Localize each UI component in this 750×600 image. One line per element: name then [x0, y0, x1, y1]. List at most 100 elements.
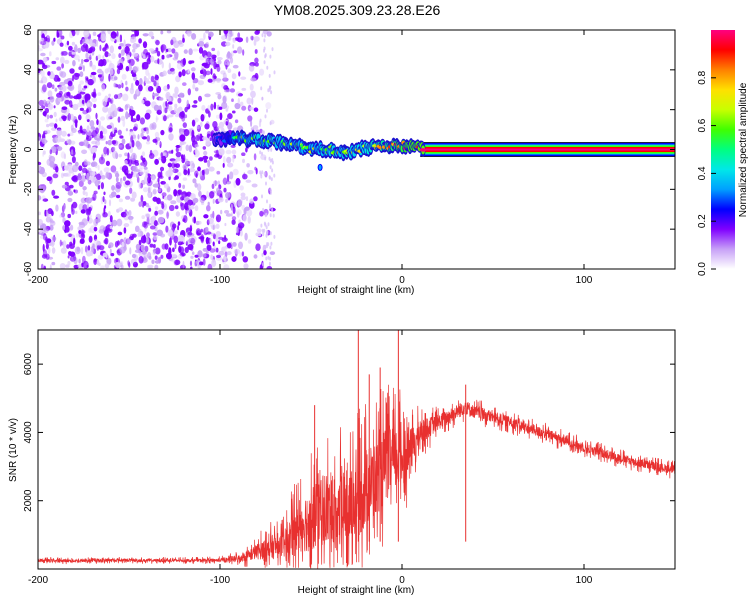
noise-cell	[138, 201, 143, 207]
noise-cell	[216, 126, 220, 130]
noise-cell	[255, 243, 261, 251]
noise-cell	[38, 195, 42, 201]
noise-cell	[270, 90, 273, 95]
noise-cell	[174, 86, 179, 95]
noise-cell	[143, 78, 150, 83]
noise-cell	[114, 108, 118, 115]
noise-cell	[111, 191, 117, 198]
noise-cell	[224, 210, 230, 214]
noise-cell	[160, 201, 165, 205]
noise-cell	[105, 141, 108, 145]
noise-cell	[79, 125, 83, 134]
noise-cell	[115, 172, 120, 178]
noise-cell	[213, 150, 219, 154]
noise-cell	[103, 167, 110, 173]
noise-cell	[172, 223, 177, 229]
noise-cell	[263, 228, 266, 233]
y-tick-label: -40	[23, 222, 34, 237]
noise-cell	[269, 231, 272, 236]
noise-cell	[271, 160, 274, 165]
noise-cell	[100, 182, 104, 190]
noise-cell	[120, 49, 125, 56]
noise-cell	[118, 198, 123, 203]
noise-cell	[119, 261, 124, 266]
noise-cell	[237, 93, 243, 97]
noise-cell	[48, 155, 56, 163]
noise-cell	[245, 208, 253, 217]
noise-cell	[190, 67, 196, 72]
noise-cell	[111, 140, 117, 145]
noise-cell	[177, 221, 181, 226]
noise-cell	[250, 119, 253, 127]
noise-cell	[252, 125, 259, 130]
noise-cell	[214, 153, 220, 158]
noise-cell	[82, 65, 85, 72]
noise-cell	[52, 173, 59, 179]
noise-cell	[211, 183, 215, 189]
noise-cell	[174, 175, 179, 180]
noise-cell	[182, 57, 186, 66]
noise-cell	[125, 66, 130, 72]
noise-cell	[116, 218, 123, 227]
noise-cell	[166, 212, 170, 217]
noise-cell	[218, 121, 225, 129]
noise-cell	[91, 146, 97, 153]
noise-cell	[253, 153, 257, 161]
noise-cell	[95, 112, 98, 120]
noise-cell	[55, 118, 58, 123]
noise-cell	[237, 222, 245, 229]
noise-cell	[220, 70, 226, 75]
noise-cell	[171, 160, 178, 164]
noise-cell	[93, 103, 97, 109]
noise-cell	[86, 119, 90, 123]
noise-cell	[106, 125, 112, 129]
noise-cell	[171, 162, 176, 169]
noise-cell	[136, 88, 140, 95]
noise-cell	[117, 84, 122, 89]
noise-cell	[62, 225, 66, 231]
noise-cell	[187, 199, 194, 206]
noise-cell	[167, 48, 172, 53]
noise-cell	[186, 99, 189, 108]
noise-cell	[160, 44, 167, 51]
noise-cell	[115, 262, 121, 269]
noise-cell	[205, 41, 210, 48]
noise-cell	[134, 31, 139, 37]
noise-cell	[79, 91, 86, 95]
noise-cell	[145, 171, 148, 177]
noise-cell	[245, 36, 249, 43]
noise-cell	[98, 180, 101, 184]
noise-cell	[102, 196, 105, 203]
noise-cell	[125, 80, 128, 86]
noise-cell	[73, 257, 78, 265]
noise-cell	[72, 201, 78, 209]
noise-cell	[250, 90, 256, 98]
noise-cell	[120, 180, 123, 185]
noise-cell	[51, 60, 57, 65]
noise-cell	[192, 178, 197, 184]
noise-cell	[206, 244, 212, 251]
noise-cell	[81, 59, 84, 64]
noise-cell	[167, 229, 174, 237]
noise-cell	[160, 254, 164, 259]
noise-cell	[203, 214, 209, 219]
noise-cell	[184, 247, 189, 254]
noise-cell	[89, 46, 96, 53]
noise-cell	[59, 33, 61, 40]
noise-cell	[225, 213, 232, 217]
noise-cell	[191, 251, 195, 255]
y-tick-label: 2000	[23, 489, 34, 512]
noise-cell	[49, 224, 54, 231]
noise-cell	[177, 172, 182, 177]
noise-cell	[132, 48, 136, 53]
noise-cell	[118, 144, 123, 148]
noise-cell	[49, 95, 55, 103]
noise-cell	[134, 160, 139, 164]
noise-cell	[227, 51, 231, 59]
noise-cell	[262, 232, 265, 237]
noise-cell	[53, 195, 60, 199]
noise-cell	[38, 211, 41, 216]
noise-cell	[95, 127, 99, 134]
noise-cell	[68, 51, 72, 57]
noise-cell	[218, 240, 221, 245]
